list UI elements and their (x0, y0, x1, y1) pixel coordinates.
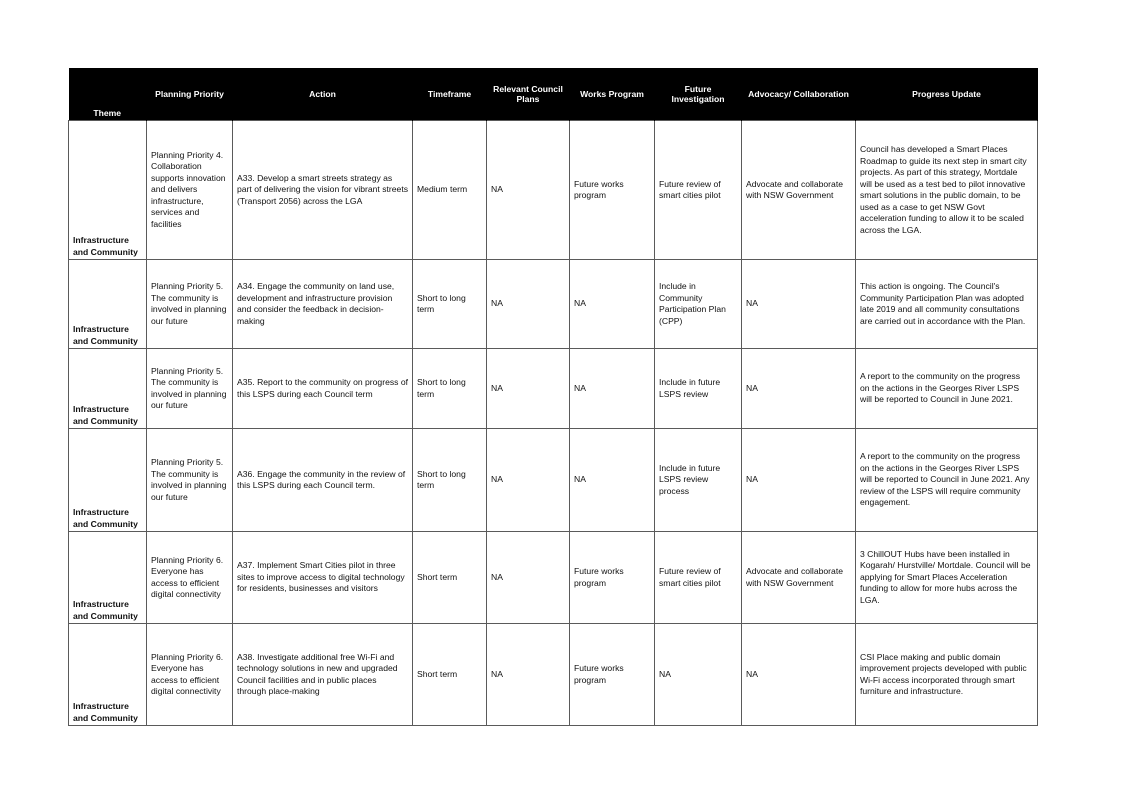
header-timeframe: Timeframe (412, 68, 487, 121)
future-investigation-cell: Include in future LSPS review (654, 348, 742, 429)
works-program-cell: Future works program (569, 531, 655, 624)
header-action: Action (232, 68, 413, 121)
advocacy-cell: NA (741, 259, 856, 349)
council-plans-cell: NA (486, 120, 570, 260)
table-header: Theme Planning Priority Action Timeframe… (68, 68, 1038, 121)
header-theme: Theme (68, 68, 147, 121)
planning-priority-cell: Planning Priority 5. The community is in… (146, 428, 233, 532)
document-page: Theme Planning Priority Action Timeframe… (68, 68, 1038, 726)
works-program-cell: NA (569, 428, 655, 532)
action-cell: A33. Develop a smart streets strategy as… (232, 120, 413, 260)
header-relevant-council-plans: Relevant Council Plans (486, 68, 570, 121)
table-row: Infrastructure and Community Planning Pr… (68, 120, 1038, 260)
lsps-actions-table: Theme Planning Priority Action Timeframe… (68, 68, 1038, 726)
progress-update-cell: CSI Place making and public domain impro… (855, 623, 1038, 726)
action-cell: A36. Engage the community in the review … (232, 428, 413, 532)
future-investigation-cell: Future review of smart cities pilot (654, 531, 742, 624)
progress-update-cell: Council has developed a Smart Places Roa… (855, 120, 1038, 260)
planning-priority-cell: Planning Priority 6. Everyone has access… (146, 531, 233, 624)
progress-update-cell: 3 ChillOUT Hubs have been installed in K… (855, 531, 1038, 624)
works-program-cell: NA (569, 348, 655, 429)
table-row: Infrastructure and Community Planning Pr… (68, 259, 1038, 349)
header-works-program: Works Program (569, 68, 655, 121)
table-row: Infrastructure and Community Planning Pr… (68, 428, 1038, 532)
planning-priority-cell: Planning Priority 6. Everyone has access… (146, 623, 233, 726)
theme-cell: Infrastructure and Community (68, 428, 147, 532)
planning-priority-cell: Planning Priority 4. Collaboration suppo… (146, 120, 233, 260)
action-cell: A37. Implement Smart Cities pilot in thr… (232, 531, 413, 624)
table-row: Infrastructure and Community Planning Pr… (68, 348, 1038, 429)
works-program-cell: NA (569, 259, 655, 349)
progress-update-cell: A report to the community on the progres… (855, 428, 1038, 532)
theme-cell: Infrastructure and Community (68, 623, 147, 726)
table-row: Infrastructure and Community Planning Pr… (68, 623, 1038, 726)
council-plans-cell: NA (486, 531, 570, 624)
timeframe-cell: Short term (412, 623, 487, 726)
header-progress-update: Progress Update (855, 68, 1038, 121)
planning-priority-cell: Planning Priority 5. The community is in… (146, 259, 233, 349)
theme-cell: Infrastructure and Community (68, 259, 147, 349)
future-investigation-cell: NA (654, 623, 742, 726)
council-plans-cell: NA (486, 623, 570, 726)
council-plans-cell: NA (486, 348, 570, 429)
action-cell: A34. Engage the community on land use, d… (232, 259, 413, 349)
table-row: Infrastructure and Community Planning Pr… (68, 531, 1038, 624)
council-plans-cell: NA (486, 428, 570, 532)
timeframe-cell: Short term (412, 531, 487, 624)
advocacy-cell: Advocate and collaborate with NSW Govern… (741, 120, 856, 260)
advocacy-cell: NA (741, 623, 856, 726)
council-plans-cell: NA (486, 259, 570, 349)
theme-cell: Infrastructure and Community (68, 120, 147, 260)
timeframe-cell: Short to long term (412, 348, 487, 429)
advocacy-cell: NA (741, 428, 856, 532)
table-body: Infrastructure and Community Planning Pr… (68, 120, 1038, 726)
header-advocacy-collaboration: Advocacy/ Collaboration (741, 68, 856, 121)
works-program-cell: Future works program (569, 120, 655, 260)
theme-cell: Infrastructure and Community (68, 531, 147, 624)
timeframe-cell: Short to long term (412, 428, 487, 532)
timeframe-cell: Medium term (412, 120, 487, 260)
future-investigation-cell: Include in future LSPS review process (654, 428, 742, 532)
header-planning-priority: Planning Priority (146, 68, 233, 121)
header-row: Theme Planning Priority Action Timeframe… (68, 68, 1038, 121)
header-future-investigation: Future Investigation (654, 68, 742, 121)
progress-update-cell: A report to the community on the progres… (855, 348, 1038, 429)
advocacy-cell: Advocate and collaborate with NSW Govern… (741, 531, 856, 624)
timeframe-cell: Short to long term (412, 259, 487, 349)
action-cell: A38. Investigate additional free Wi-Fi a… (232, 623, 413, 726)
action-cell: A35. Report to the community on progress… (232, 348, 413, 429)
works-program-cell: Future works program (569, 623, 655, 726)
advocacy-cell: NA (741, 348, 856, 429)
future-investigation-cell: Future review of smart cities pilot (654, 120, 742, 260)
theme-cell: Infrastructure and Community (68, 348, 147, 429)
progress-update-cell: This action is ongoing. The Council's Co… (855, 259, 1038, 349)
future-investigation-cell: Include in Community Participation Plan … (654, 259, 742, 349)
planning-priority-cell: Planning Priority 5. The community is in… (146, 348, 233, 429)
